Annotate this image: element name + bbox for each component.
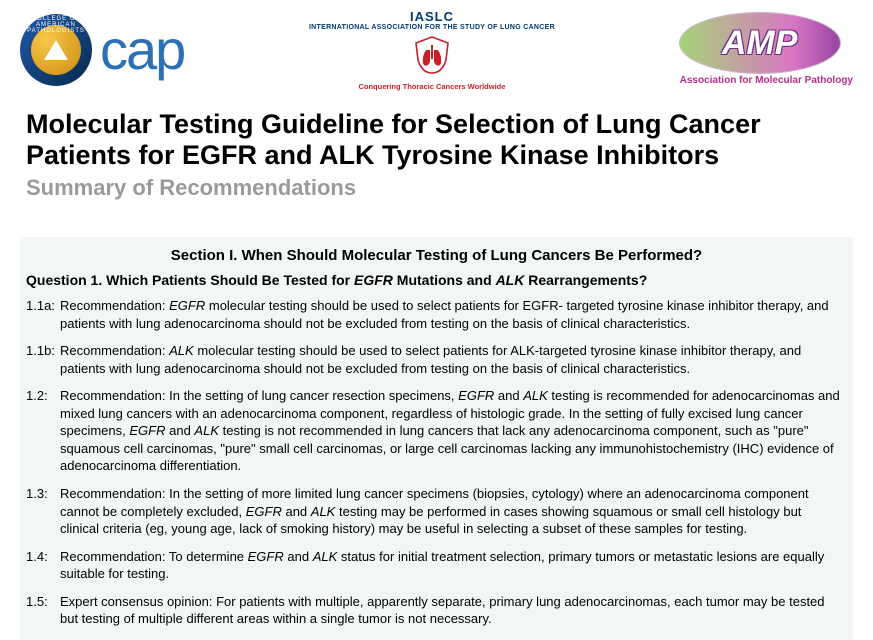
cap-ring-text: COLLEGE OF AMERICAN PATHOLOGISTS [20, 16, 92, 34]
rec-text: Recommendation: To determine [60, 549, 248, 564]
rec-body: Recommendation: In the setting of lung c… [60, 387, 847, 475]
question-mid: Mutations and [393, 272, 496, 288]
iaslc-acronym: IASLC [309, 9, 555, 24]
logo-amp: AMP Association for Molecular Pathology [680, 13, 853, 86]
rec-text: and [166, 423, 195, 438]
rec-body: Recommendation: ALK molecular testing sh… [60, 342, 847, 377]
gene-ref: ALK [194, 423, 219, 438]
rec-text: Recommendation: In the setting of lung c… [60, 388, 458, 403]
rec-body: Expert consensus opinion: For patients w… [60, 593, 847, 628]
gene-ref: EGFR [246, 504, 282, 519]
rec-text: Recommendation: [60, 343, 169, 358]
page-title: Molecular Testing Guideline for Selectio… [26, 109, 847, 171]
rec-number: 1.1a: [26, 297, 60, 332]
question-post: Rearrangements? [524, 272, 647, 288]
lung-shield-icon [412, 35, 452, 75]
rec-text: and [282, 504, 311, 519]
rec-text: Recommendation: [60, 298, 169, 313]
section-box: Section I. When Should Molecular Testing… [20, 237, 853, 640]
page-subtitle: Summary of Recommendations [26, 175, 847, 201]
rec-body: Recommendation: EGFR molecular testing s… [60, 297, 847, 332]
question-1: Question 1. Which Patients Should Be Tes… [26, 272, 847, 288]
cap-seal-icon: COLLEGE OF AMERICAN PATHOLOGISTS [20, 14, 92, 86]
gene-egfr: EGFR [354, 272, 393, 288]
title-block: Molecular Testing Guideline for Selectio… [0, 95, 873, 207]
amp-wordmark: AMP [722, 24, 798, 63]
question-pre: Question 1. Which Patients Should Be Tes… [26, 272, 354, 288]
rec-text: and [494, 388, 523, 403]
rec-text: and [284, 549, 313, 564]
gene-ref: ALK [311, 504, 336, 519]
rec-number: 1.1b: [26, 342, 60, 377]
recommendation-row: 1.1b:Recommendation: ALK molecular testi… [26, 342, 847, 377]
rec-number: 1.4: [26, 548, 60, 583]
gene-ref: EGFR [169, 298, 205, 313]
recommendation-row: 1.4:Recommendation: To determine EGFR an… [26, 548, 847, 583]
recommendation-row: 1.1a:Recommendation: EGFR molecular test… [26, 297, 847, 332]
header: COLLEGE OF AMERICAN PATHOLOGISTS cap IAS… [0, 0, 873, 95]
gene-ref: EGFR [129, 423, 165, 438]
cap-wordmark: cap [100, 22, 184, 78]
rec-number: 1.2: [26, 387, 60, 475]
recommendations-list: 1.1a:Recommendation: EGFR molecular test… [26, 297, 847, 628]
rec-body: Recommendation: To determine EGFR and AL… [60, 548, 847, 583]
amp-fullname: Association for Molecular Pathology [680, 75, 853, 86]
rec-number: 1.5: [26, 593, 60, 628]
rec-text: Expert consensus opinion: For patients w… [60, 594, 825, 627]
recommendation-row: 1.3:Recommendation: In the setting of mo… [26, 485, 847, 538]
gene-ref: ALK [169, 343, 194, 358]
amp-oval-icon: AMP [680, 13, 840, 73]
rec-number: 1.3: [26, 485, 60, 538]
recommendation-row: 1.2:Recommendation: In the setting of lu… [26, 387, 847, 475]
gene-alk: ALK [496, 272, 525, 288]
iaslc-fullname: INTERNATIONAL ASSOCIATION FOR THE STUDY … [309, 24, 555, 31]
gene-ref: ALK [313, 549, 338, 564]
recommendation-row: 1.5:Expert consensus opinion: For patien… [26, 593, 847, 628]
section-title: Section I. When Should Molecular Testing… [26, 247, 847, 264]
logo-iaslc: IASLC INTERNATIONAL ASSOCIATION FOR THE … [309, 9, 555, 91]
iaslc-tagline: Conquering Thoracic Cancers Worldwide [309, 82, 555, 91]
rec-body: Recommendation: In the setting of more l… [60, 485, 847, 538]
gene-ref: EGFR [248, 549, 284, 564]
gene-ref: EGFR [458, 388, 494, 403]
logo-cap: COLLEGE OF AMERICAN PATHOLOGISTS cap [20, 14, 184, 86]
gene-ref: ALK [523, 388, 548, 403]
